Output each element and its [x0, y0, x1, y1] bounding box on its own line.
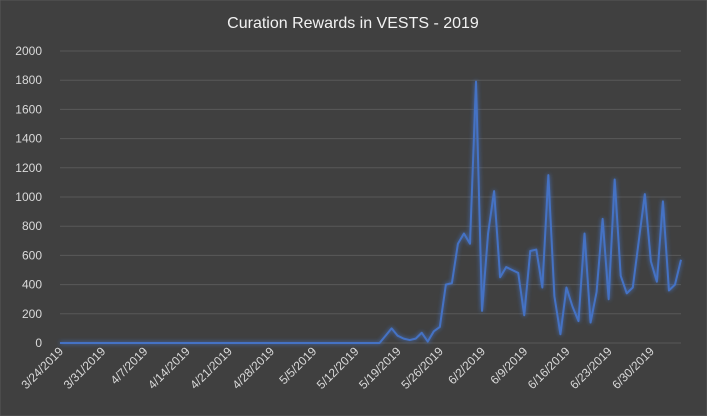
- data-line: [60, 80, 682, 344]
- y-tick-label: 1200: [15, 161, 42, 175]
- y-tick-label: 1400: [15, 132, 42, 146]
- chart-title: Curation Rewards in VESTS - 2019: [227, 15, 479, 32]
- y-tick-label: 400: [22, 278, 42, 292]
- y-tick-label: 800: [22, 219, 42, 233]
- y-tick-label: 200: [22, 307, 42, 321]
- y-tick-label: 1600: [15, 102, 42, 116]
- y-tick-label: 0: [35, 336, 42, 350]
- y-tick-label: 1800: [15, 73, 42, 87]
- y-tick-label: 600: [22, 248, 42, 262]
- y-tick-label: 2000: [15, 44, 42, 58]
- y-tick-label: 1000: [15, 190, 42, 204]
